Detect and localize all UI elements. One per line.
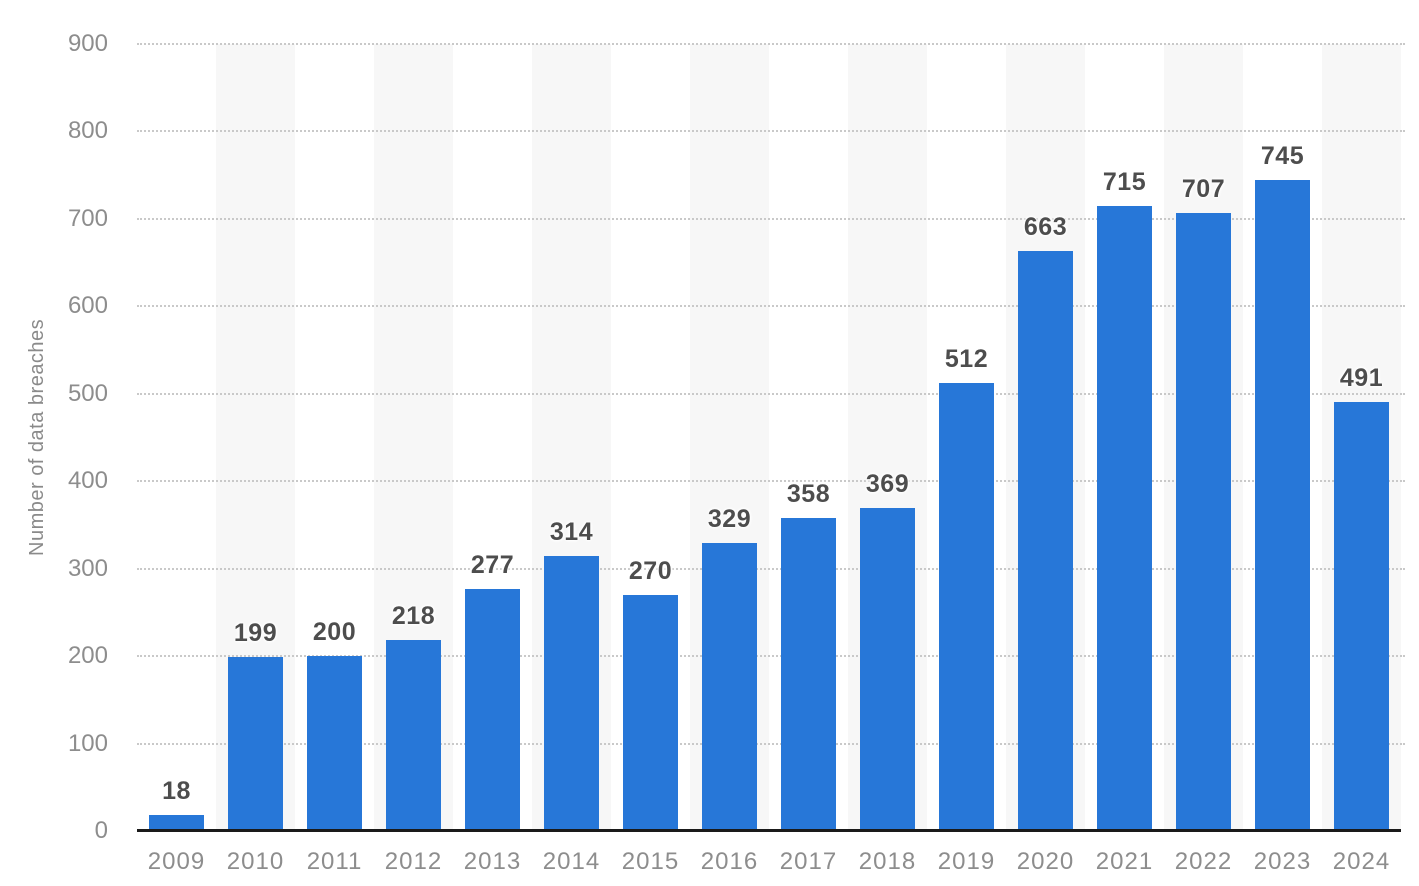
plot-area: 18 199 200 218 277 314 270 329 358 369 512 663 715 70…: [137, 43, 1405, 832]
bar-value-label: 18: [162, 777, 191, 806]
bar-value-label: 314: [549, 518, 594, 547]
bar-2010[interactable]: [228, 657, 283, 831]
x-axis-line: [137, 829, 1401, 832]
gridline: [137, 655, 1405, 658]
bar-2009[interactable]: [149, 815, 204, 831]
bar-value-label: 745: [1260, 141, 1305, 170]
x-tick-label: 2021: [1095, 848, 1154, 875]
bar-value-label: 329: [707, 505, 752, 534]
bar-2024[interactable]: [1334, 401, 1389, 831]
y-tick-label: 100: [67, 729, 108, 757]
bar-2016[interactable]: [702, 543, 757, 831]
bar-2012[interactable]: [386, 640, 441, 831]
x-tick-label: 2014: [542, 848, 601, 875]
bar-value-label: 491: [1339, 363, 1384, 392]
x-tick-label: 2015: [621, 848, 680, 875]
bar-value-label: 200: [312, 618, 357, 647]
gridline: [137, 217, 1405, 220]
gridline: [137, 392, 1405, 395]
y-tick-label: 700: [67, 204, 108, 232]
x-axis: 2009 2010 2011 2012 2013 2014 2015 2016 2017 2018…: [137, 848, 1401, 880]
x-tick-label: 2017: [779, 848, 838, 875]
bar-2011[interactable]: [307, 656, 362, 831]
x-tick-label: 2010: [226, 848, 285, 875]
bar-value-label: 663: [1023, 213, 1068, 242]
y-tick-label: 800: [67, 117, 108, 145]
x-tick-label: 2016: [700, 848, 759, 875]
gridline: [137, 130, 1405, 133]
bar-value-label: 277: [470, 550, 515, 579]
bar-2020[interactable]: [1018, 251, 1073, 831]
gridline: [137, 305, 1405, 308]
x-tick-label: 2012: [384, 848, 443, 875]
bar-value-label: 218: [391, 602, 436, 631]
bar-2023[interactable]: [1255, 179, 1310, 831]
y-tick-label: 300: [67, 554, 108, 582]
y-tick-label: 600: [67, 292, 108, 320]
x-tick-label: 2023: [1253, 848, 1312, 875]
x-tick-label: 2013: [463, 848, 522, 875]
bar-2018[interactable]: [860, 508, 915, 831]
gridline: [137, 43, 1405, 45]
bar-2019[interactable]: [939, 383, 994, 831]
y-axis: 0 100 200 300 400 500 600 700 800 900: [0, 0, 108, 886]
bar-2022[interactable]: [1176, 212, 1231, 831]
x-tick-label: 2020: [1016, 848, 1075, 875]
gridline: [137, 742, 1405, 745]
x-tick-label: 2018: [858, 848, 917, 875]
bar-2015[interactable]: [623, 594, 678, 831]
x-tick-label: 2011: [306, 848, 363, 875]
bar-value-label: 270: [628, 556, 673, 585]
bar-value-label: 512: [944, 345, 989, 374]
x-tick-label: 2022: [1174, 848, 1233, 875]
bar-2014[interactable]: [544, 556, 599, 831]
gridline: [137, 480, 1405, 483]
gridline: [137, 567, 1405, 570]
x-tick-label: 2024: [1332, 848, 1391, 875]
y-tick-label: 400: [67, 467, 108, 495]
bar-value-label: 715: [1102, 167, 1147, 196]
bar-2021[interactable]: [1097, 205, 1152, 831]
bar-value-label: 707: [1181, 174, 1226, 203]
y-tick-label: 900: [67, 30, 108, 57]
bar-value-label: 199: [233, 619, 278, 647]
y-tick-label: 200: [67, 642, 108, 670]
bar-value-label: 358: [786, 479, 831, 508]
bar-value-label: 369: [865, 470, 910, 499]
bar-2013[interactable]: [465, 588, 520, 831]
y-tick-label: 500: [67, 379, 108, 407]
y-tick-label: 0: [94, 817, 108, 844]
x-tick-label: 2009: [147, 848, 206, 875]
x-tick-label: 2019: [937, 848, 996, 875]
bar-2017[interactable]: [781, 517, 836, 831]
